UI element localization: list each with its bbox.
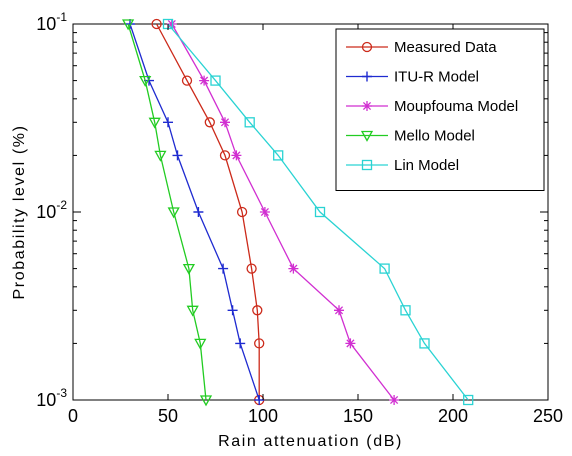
data-point-itu-r-model — [193, 207, 204, 217]
data-point-moupfouma-model — [220, 117, 230, 128]
data-point-mello-model — [182, 263, 196, 275]
x-tick-label: 200 — [438, 406, 468, 426]
data-point-lin-model — [273, 150, 284, 161]
legend: Measured Data ITU-R Model Moupfouma Model M… — [335, 28, 545, 191]
data-point-mello-model — [148, 117, 161, 129]
data-point-moupfouma-model — [231, 150, 242, 161]
data-point-itu-r-model — [218, 263, 229, 274]
legend-label: Lin Model — [394, 157, 459, 174]
legend-swatch-marker — [362, 101, 372, 111]
series-layer — [121, 18, 474, 407]
series-itu-r-model — [125, 19, 265, 405]
data-point-itu-r-model — [235, 338, 246, 349]
series-line-lin-model — [167, 23, 469, 401]
data-point-measured-data — [181, 75, 193, 86]
y-tick-label: 10-2 — [36, 198, 67, 222]
data-point-itu-r-model — [227, 305, 238, 316]
data-point-measured-data — [246, 263, 257, 274]
series-measured-data — [151, 18, 265, 406]
data-point-measured-data — [236, 206, 248, 218]
data-point-measured-data — [254, 338, 265, 349]
data-point-mello-model — [139, 75, 152, 87]
series-line-mello-model — [127, 23, 207, 401]
data-point-lin-model — [419, 338, 430, 349]
x-tick-label: 0 — [68, 406, 78, 426]
legend-label: Moupfouma Model — [394, 98, 518, 115]
y-tick-label: 10-1 — [36, 10, 67, 34]
data-point-itu-r-model — [163, 117, 173, 128]
legend-box — [335, 28, 545, 191]
series-lin-model — [162, 18, 474, 406]
data-point-lin-model — [400, 305, 411, 316]
data-point-moupfouma-model — [389, 395, 400, 405]
data-point-mello-model — [199, 395, 213, 407]
x-axis-title: Rain attenuation (dB) — [218, 433, 403, 450]
series-mello-model — [121, 19, 213, 407]
legend-item-measured-data: Measured Data — [346, 39, 497, 56]
data-point-lin-model — [314, 206, 326, 218]
legend-item-itu-r-model: ITU-R Model — [346, 69, 479, 86]
data-point-itu-r-model — [125, 19, 135, 29]
x-tick-label: 50 — [158, 406, 178, 426]
data-point-mello-model — [154, 150, 167, 162]
data-point-measured-data — [219, 150, 231, 161]
y-tick-label: 10-3 — [36, 386, 67, 410]
ticks-layer: 0 50 100 150 200 250 10-1 10-2 10-3 — [36, 10, 563, 426]
data-point-moupfouma-model — [199, 75, 210, 86]
data-point-moupfouma-model — [334, 305, 344, 316]
legend-swatch-marker — [360, 130, 374, 142]
x-tick-label: 150 — [343, 406, 373, 426]
x-tick-label: 100 — [248, 406, 278, 426]
data-point-lin-model — [463, 394, 474, 406]
data-point-moupfouma-model — [166, 19, 177, 29]
legend-swatch-marker — [362, 71, 372, 82]
data-point-mello-model — [121, 19, 135, 31]
data-point-lin-model — [210, 75, 221, 86]
legend-item-lin-model: Lin Model — [346, 157, 459, 174]
data-point-moupfouma-model — [259, 207, 270, 217]
legend-swatch-marker — [361, 159, 373, 171]
data-point-measured-data — [252, 305, 263, 316]
series-moupfouma-model — [166, 19, 400, 405]
data-point-itu-r-model — [172, 150, 183, 161]
series-line-measured-data — [156, 23, 260, 400]
data-point-measured-data — [151, 18, 162, 30]
data-point-mello-model — [194, 338, 207, 350]
data-point-measured-data — [204, 117, 215, 128]
data-point-mello-model — [186, 305, 199, 317]
data-point-lin-model — [244, 117, 255, 128]
legend-item-moupfouma-model: Moupfouma Model — [346, 98, 518, 115]
data-point-mello-model — [167, 207, 180, 219]
legend-label: Measured Data — [394, 39, 497, 56]
legend-label: ITU-R Model — [394, 69, 479, 86]
data-point-moupfouma-model — [288, 263, 299, 274]
legend-label: Mello Model — [394, 128, 475, 145]
data-point-moupfouma-model — [345, 338, 356, 349]
y-axis-title: Probability level (%) — [11, 125, 28, 300]
legend-swatch-marker — [361, 41, 373, 53]
x-tick-label: 250 — [533, 406, 563, 426]
data-point-lin-model — [379, 263, 390, 274]
legend-item-mello-model: Mello Model — [346, 128, 475, 145]
